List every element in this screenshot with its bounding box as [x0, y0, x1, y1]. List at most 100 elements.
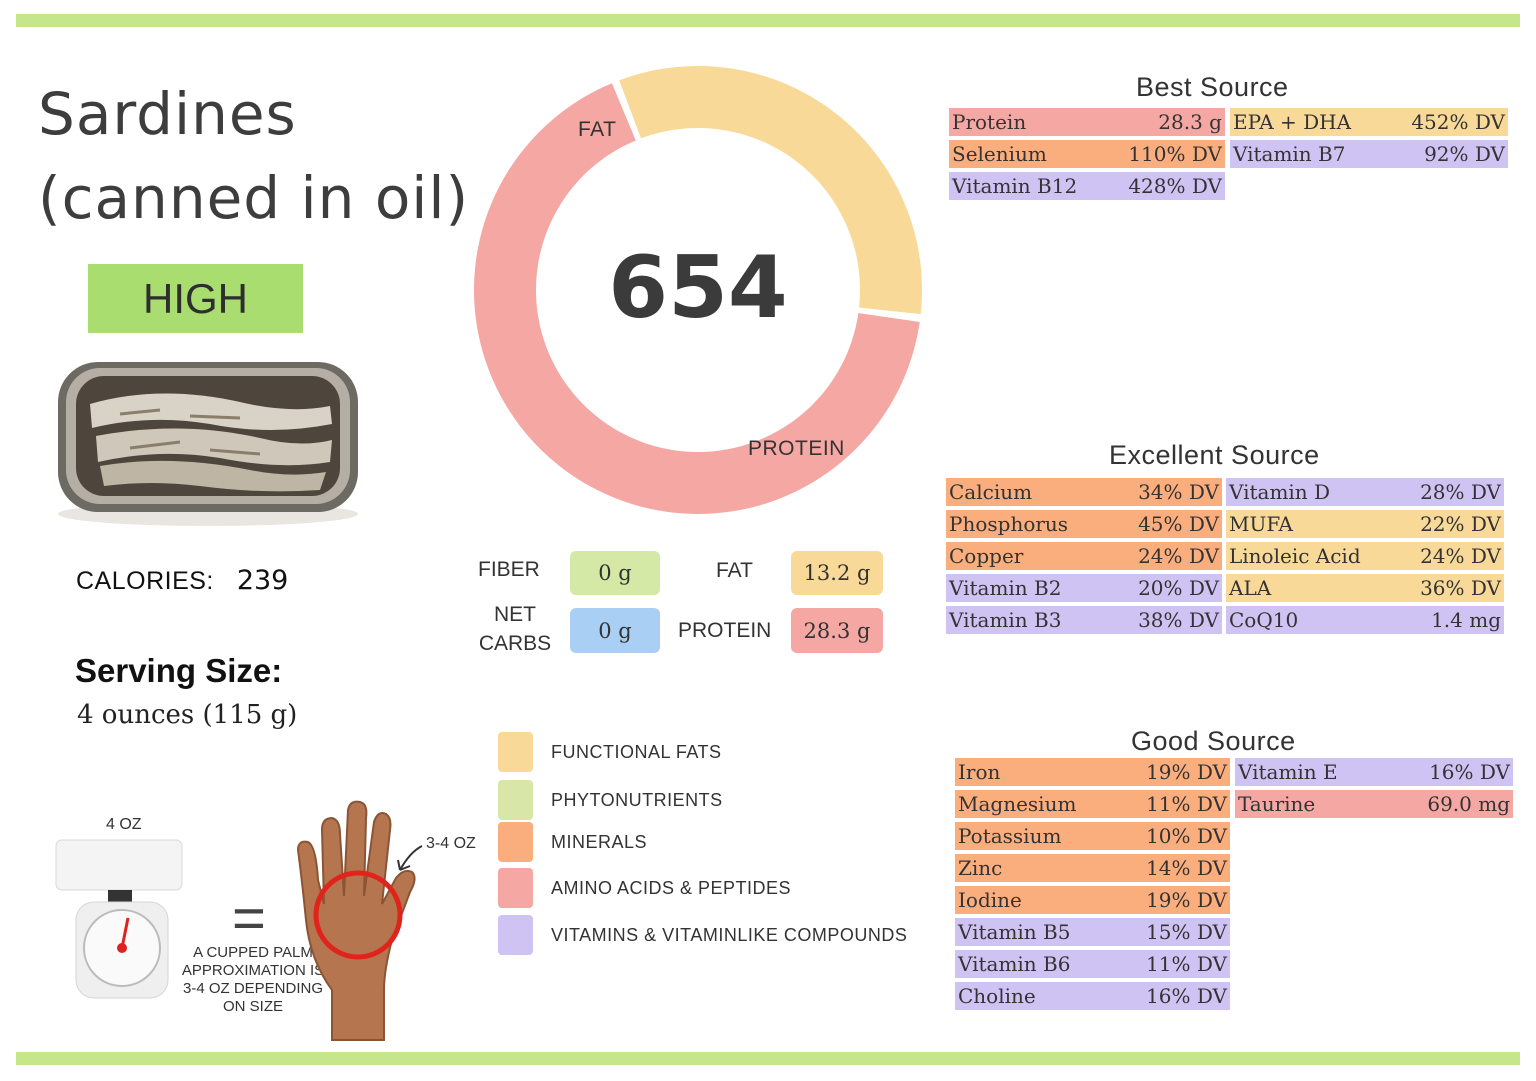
legend-swatch — [498, 732, 533, 772]
nutrient-name: Taurine — [1238, 792, 1316, 816]
nutrient-value: 69.0 mg — [1427, 792, 1510, 816]
legend-label: PHYTONUTRIENTS — [551, 790, 723, 810]
nutrient-value: 24% DV — [1420, 544, 1501, 568]
nutrient-row: MUFA 22% DV — [1226, 510, 1504, 538]
nutrient-name: Potassium — [958, 824, 1062, 848]
nutrient-name: Copper — [949, 544, 1024, 568]
nutrient-name: Vitamin D — [1229, 480, 1331, 504]
nutrient-name: Vitamin B5 — [958, 920, 1071, 944]
nutrient-value: 22% DV — [1420, 512, 1501, 536]
macro-donut-chart — [474, 66, 922, 515]
fat-value-pill: 13.2 g — [791, 551, 883, 595]
donut-label-fat: FAT — [578, 118, 617, 141]
food-title: Sardines (canned in oil) — [38, 72, 469, 240]
nutrient-value: 15% DV — [1146, 920, 1227, 944]
nutrient-value: 10% DV — [1146, 824, 1227, 848]
net-carbs-label: NET CARBS — [478, 600, 552, 658]
fat-label: FAT — [716, 559, 753, 582]
calories-label: CALORIES: — [76, 567, 214, 595]
palm-caption-line-3: 3-4 OZ DEPENDING — [182, 980, 324, 997]
nutrient-value: 20% DV — [1138, 576, 1219, 600]
nutrient-row: Iron 19% DV — [955, 758, 1230, 786]
sardine-tin-photo — [58, 362, 358, 526]
scale-weight-label: 4 OZ — [106, 816, 142, 833]
nutrient-name: Vitamin B6 — [958, 952, 1071, 976]
nutrient-name: ALA — [1229, 576, 1272, 600]
nutrient-value: 1.4 mg — [1431, 608, 1501, 632]
nutrient-value: 36% DV — [1420, 576, 1501, 600]
nutrient-name: MUFA — [1229, 512, 1293, 536]
nutrient-row: Calcium 34% DV — [946, 478, 1222, 506]
equals-sign: = — [232, 886, 266, 951]
legend-label: FUNCTIONAL FATS — [551, 742, 722, 762]
nutrient-row: Vitamin B5 15% DV — [955, 918, 1230, 946]
nutrient-row: Linoleic Acid 24% DV — [1226, 542, 1504, 570]
legend-swatch — [498, 822, 533, 862]
nutrient-row: Taurine 69.0 mg — [1235, 790, 1513, 818]
palm-caption: A CUPPED PALM APPROXIMATION IS 3-4 OZ DE… — [172, 944, 334, 1016]
nutrient-name: CoQ10 — [1229, 608, 1299, 632]
nutrient-value: 19% DV — [1146, 760, 1227, 784]
best-source-title: Best Source — [1136, 72, 1289, 102]
excellent-source-title: Excellent Source — [1109, 440, 1320, 470]
bottom-accent-bar — [16, 1052, 1520, 1065]
fiber-label: FIBER — [478, 558, 540, 581]
legend-swatch — [498, 868, 533, 908]
nutrient-value: 34% DV — [1138, 480, 1219, 504]
nutrient-row: Vitamin D 28% DV — [1226, 478, 1504, 506]
nutrient-row: Phosphorus 45% DV — [946, 510, 1222, 538]
nutrient-name: EPA + DHA — [1233, 110, 1352, 134]
nutrient-row: Zinc 14% DV — [955, 854, 1230, 882]
nutrient-value: 428% DV — [1128, 174, 1222, 198]
donut-total-score: 654 — [608, 238, 788, 338]
nutrient-row: Protein 28.3 g — [949, 108, 1225, 136]
nutrient-name: Vitamin E — [1238, 760, 1338, 784]
nutrient-value: 45% DV — [1138, 512, 1219, 536]
nutrient-name: Iron — [958, 760, 1001, 784]
nutrient-name: Selenium — [952, 142, 1047, 166]
kitchen-scale-icon — [55, 839, 183, 999]
nutrient-row: CoQ10 1.4 mg — [1226, 606, 1504, 634]
nutrient-value: 16% DV — [1429, 760, 1510, 784]
nutrient-row: ALA 36% DV — [1226, 574, 1504, 602]
nutrient-row: Iodine 19% DV — [955, 886, 1230, 914]
nutrient-name: Calcium — [949, 480, 1033, 504]
top-accent-bar — [16, 14, 1520, 27]
nutrient-name: Vitamin B12 — [952, 174, 1078, 198]
nutrient-name: Linoleic Acid — [1229, 544, 1361, 568]
nutrient-level-badge: HIGH — [88, 264, 303, 333]
serving-size-label: Serving Size: — [75, 652, 283, 689]
nutrient-value: 92% DV — [1424, 142, 1505, 166]
nutrient-value: 11% DV — [1146, 952, 1227, 976]
nutrient-name: Protein — [952, 110, 1027, 134]
nutrient-row: Copper 24% DV — [946, 542, 1222, 570]
nutrient-value: 11% DV — [1146, 792, 1227, 816]
nutrient-name: Vitamin B2 — [949, 576, 1062, 600]
nutrient-value: 14% DV — [1146, 856, 1227, 880]
nutrient-row: Vitamin E 16% DV — [1235, 758, 1513, 786]
legend-label: VITAMINS & VITAMINLIKE COMPOUNDS — [551, 925, 908, 945]
nutrient-row: Potassium 10% DV — [955, 822, 1230, 850]
nutrient-name: Choline — [958, 984, 1036, 1008]
nutrient-row: Vitamin B3 38% DV — [946, 606, 1222, 634]
nutrient-name: Vitamin B3 — [949, 608, 1062, 632]
net-carbs-value-pill: 0 g — [570, 608, 660, 653]
nutrient-value: 452% DV — [1411, 110, 1505, 134]
palm-caption-line-1: A CUPPED PALM — [193, 944, 313, 961]
nutrient-value: 24% DV — [1138, 544, 1219, 568]
good-source-title: Good Source — [1131, 726, 1296, 756]
nutrient-value: 28.3 g — [1158, 110, 1222, 134]
nutrient-value: 38% DV — [1138, 608, 1219, 632]
calories-value: 239 — [236, 565, 289, 596]
legend-swatch — [498, 780, 533, 820]
fiber-value-pill: 0 g — [570, 551, 660, 595]
nutrient-name: Iodine — [958, 888, 1022, 912]
donut-label-protein: PROTEIN — [748, 437, 845, 460]
nutrient-value: 16% DV — [1146, 984, 1227, 1008]
donut-slice-fat — [619, 66, 922, 315]
net-carbs-label-line-2: CARBS — [478, 632, 552, 655]
nutrient-value: 110% DV — [1128, 142, 1222, 166]
nutrient-row: Vitamin B12 428% DV — [949, 172, 1225, 200]
nutrient-row: EPA + DHA 452% DV — [1230, 108, 1508, 136]
protein-value-pill: 28.3 g — [791, 608, 883, 653]
